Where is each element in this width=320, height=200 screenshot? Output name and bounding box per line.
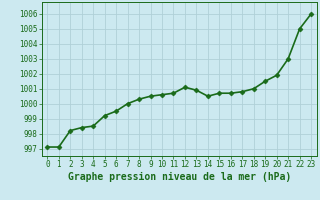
X-axis label: Graphe pression niveau de la mer (hPa): Graphe pression niveau de la mer (hPa) bbox=[68, 172, 291, 182]
